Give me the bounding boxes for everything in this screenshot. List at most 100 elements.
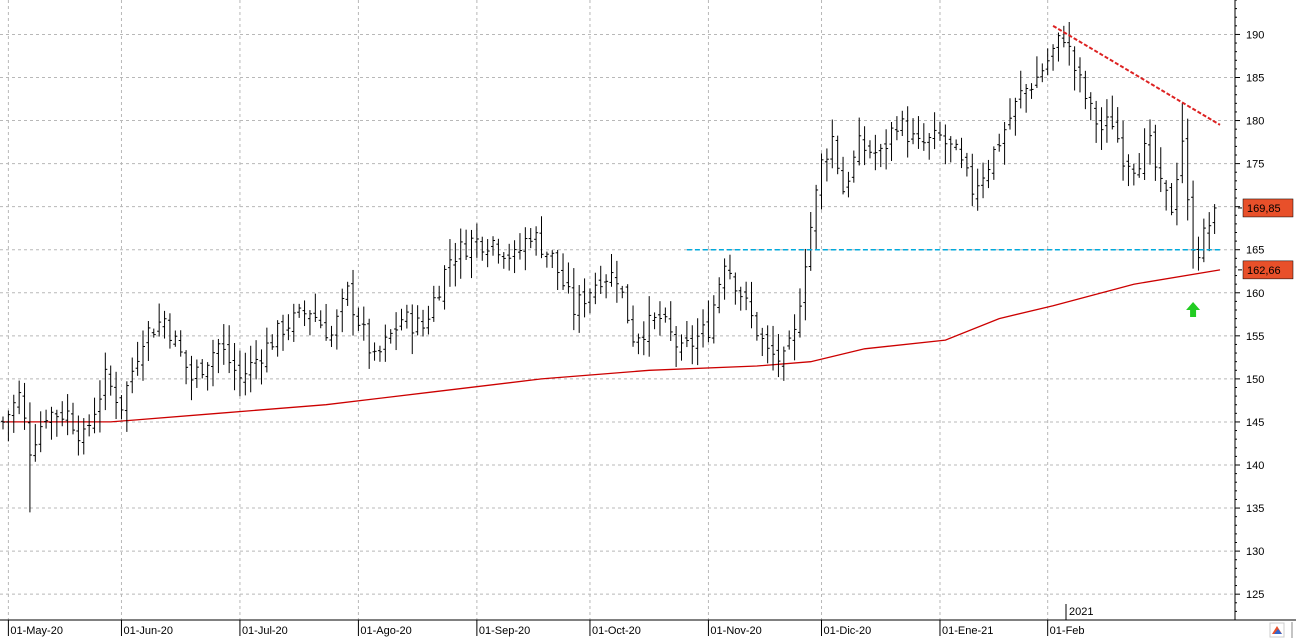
price-bar bbox=[27, 402, 32, 513]
y-tick-label: 125 bbox=[1246, 589, 1264, 601]
price-bar bbox=[900, 110, 905, 137]
trend-line bbox=[1052, 24, 1221, 126]
price-bar bbox=[297, 303, 302, 318]
x-tick-label: 01-Sep-20 bbox=[479, 625, 530, 637]
price-bar bbox=[491, 236, 496, 256]
price-bar bbox=[711, 295, 716, 344]
price-bar bbox=[555, 249, 560, 291]
price-bar bbox=[873, 134, 878, 171]
price-bar bbox=[695, 318, 700, 366]
price-bar bbox=[92, 397, 97, 434]
price-bar bbox=[87, 414, 92, 437]
price-bar bbox=[496, 238, 501, 264]
price-bar bbox=[814, 184, 819, 249]
price-bar bbox=[1056, 32, 1061, 62]
price-bar bbox=[657, 301, 662, 336]
price-bar bbox=[81, 418, 86, 455]
price-bar bbox=[975, 168, 980, 211]
price-badge-label: 169,85 bbox=[1247, 203, 1281, 215]
price-bar bbox=[464, 229, 469, 260]
price-bar bbox=[324, 303, 329, 341]
price-bar bbox=[124, 381, 129, 432]
price-bar bbox=[60, 401, 65, 427]
y-tick-label: 150 bbox=[1246, 374, 1264, 386]
price-bar bbox=[351, 269, 356, 336]
price-bar bbox=[517, 233, 522, 260]
price-bar bbox=[232, 343, 237, 391]
price-bar bbox=[1115, 107, 1120, 143]
price-bar bbox=[307, 310, 312, 336]
x-tick-label: 01-Oct-20 bbox=[592, 625, 641, 637]
price-bar bbox=[151, 328, 156, 338]
price-bar bbox=[372, 342, 377, 361]
y-tick-label: 130 bbox=[1246, 546, 1264, 558]
price-bar bbox=[97, 380, 102, 433]
price-bar bbox=[270, 334, 275, 350]
price-bar bbox=[587, 288, 592, 314]
price-bar bbox=[6, 410, 11, 442]
price-badges: 169,85 162,66 bbox=[1238, 198, 1294, 280]
price-bar bbox=[281, 314, 286, 351]
price-bar bbox=[243, 352, 248, 396]
price-bar bbox=[329, 325, 334, 347]
price-bar bbox=[302, 300, 307, 327]
y-tick-label: 165 bbox=[1246, 245, 1264, 257]
price-bar bbox=[1110, 95, 1115, 130]
price-bar bbox=[964, 152, 969, 177]
price-bar bbox=[894, 116, 899, 141]
price-bar bbox=[334, 309, 339, 350]
price-bar bbox=[803, 248, 808, 321]
price-bar bbox=[1180, 103, 1185, 184]
price-bar bbox=[544, 251, 549, 268]
price-bar bbox=[211, 339, 216, 387]
price-bar bbox=[846, 171, 851, 198]
price-bar bbox=[11, 394, 16, 433]
price-bar bbox=[577, 285, 582, 333]
price-bar bbox=[437, 285, 442, 301]
price-bar bbox=[997, 133, 1002, 152]
moving-average-line bbox=[3, 269, 1221, 423]
price-bar bbox=[157, 303, 162, 337]
price-bar bbox=[1104, 99, 1109, 143]
plot-background bbox=[0, 0, 1235, 620]
price-bar bbox=[485, 239, 490, 268]
price-bar bbox=[377, 345, 382, 362]
y-tick-label: 140 bbox=[1246, 460, 1264, 472]
price-bar bbox=[367, 318, 372, 369]
price-bar bbox=[108, 365, 113, 396]
price-bar bbox=[862, 126, 867, 166]
price-bar bbox=[921, 123, 926, 151]
price-bar bbox=[937, 121, 942, 141]
price-bar bbox=[388, 329, 393, 344]
price-bar bbox=[469, 229, 474, 279]
price-bar bbox=[851, 150, 856, 183]
price-bar bbox=[501, 252, 506, 269]
price-bar bbox=[550, 250, 555, 269]
price-bar bbox=[458, 228, 463, 279]
price-bar bbox=[598, 265, 603, 294]
price-bar bbox=[173, 330, 178, 347]
price-bar bbox=[410, 304, 415, 355]
price-bar bbox=[706, 300, 711, 343]
price-bar bbox=[216, 338, 221, 374]
price-bar bbox=[399, 308, 404, 331]
price-bar bbox=[146, 321, 151, 361]
price-bar bbox=[178, 330, 183, 357]
price-bar bbox=[194, 359, 199, 388]
price-bar bbox=[1174, 162, 1179, 226]
price-bar bbox=[636, 333, 641, 355]
price-bar bbox=[528, 228, 533, 249]
price-bar bbox=[1094, 100, 1099, 143]
price-bar bbox=[727, 254, 732, 280]
price-bar bbox=[313, 293, 318, 323]
price-bar bbox=[421, 309, 426, 337]
price-bar bbox=[1002, 121, 1007, 165]
grid bbox=[0, 0, 1235, 620]
x-axis: 01-May-20 01-Jun-20 01-Jul-20 01-Ago-20 01-S… bbox=[7, 620, 1085, 637]
price-bar bbox=[512, 240, 517, 274]
price-bar bbox=[841, 156, 846, 195]
price-bar bbox=[259, 349, 264, 385]
price-bar bbox=[722, 258, 727, 300]
price-bar bbox=[38, 411, 43, 453]
price-bar bbox=[119, 395, 124, 420]
